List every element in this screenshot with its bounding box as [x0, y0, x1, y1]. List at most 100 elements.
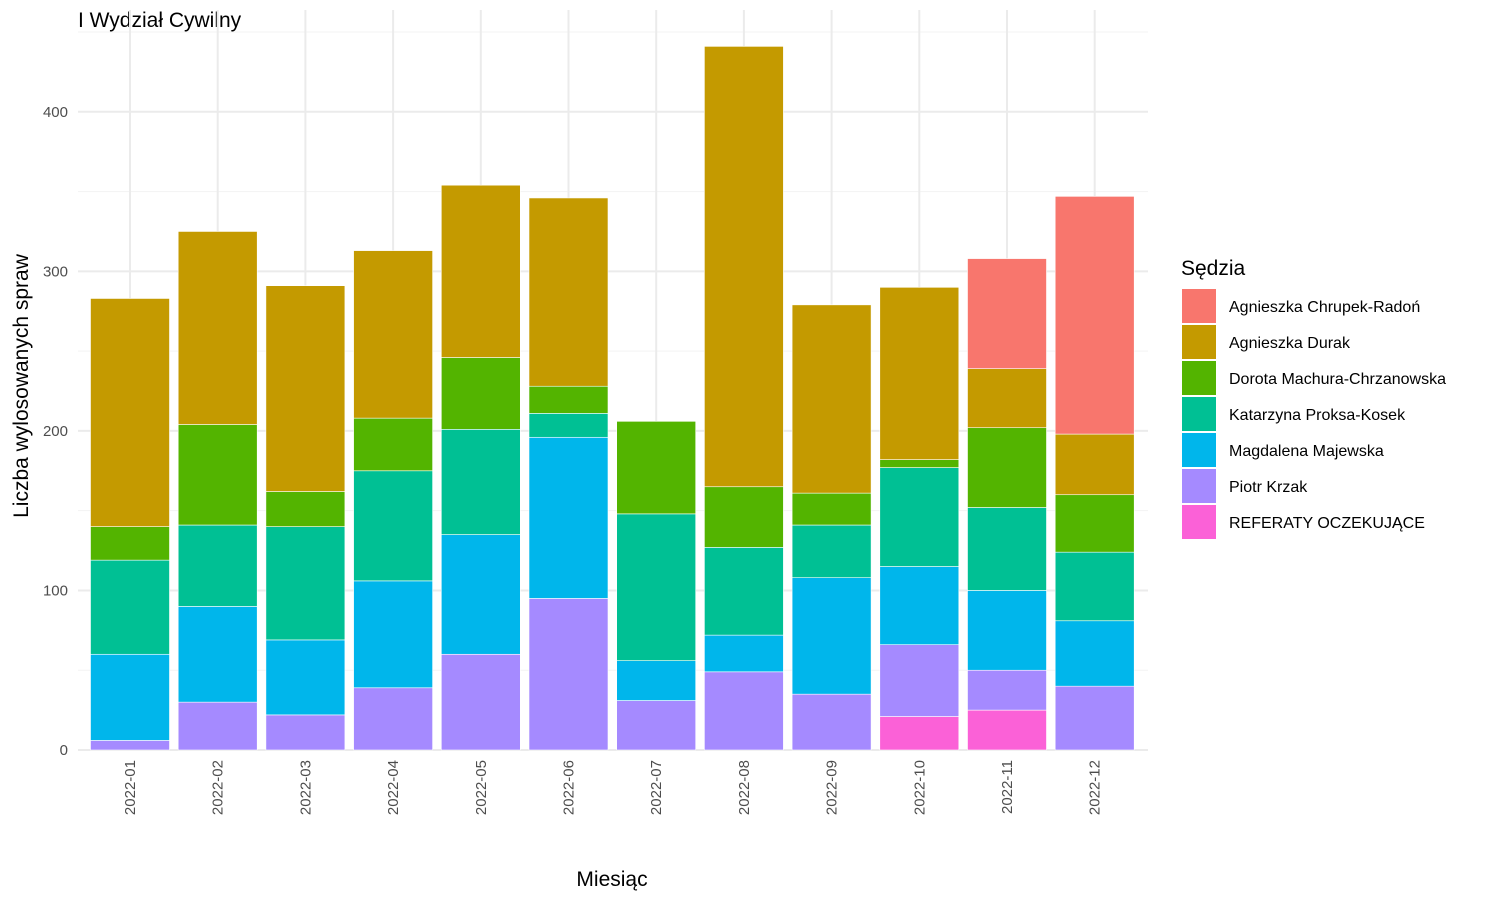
legend-label: Agnieszka Durak: [1229, 335, 1351, 352]
bar-segment: [528, 197, 609, 387]
bar-segment: [90, 740, 170, 751]
bar-segment: [967, 507, 1047, 591]
legend-title: Sędzia: [1181, 257, 1246, 280]
x-axis-label: Miesiąc: [576, 868, 647, 891]
bar-segment: [791, 524, 872, 578]
x-tick-label: 2022-12: [1087, 760, 1104, 815]
bar-segment: [440, 653, 521, 751]
bar-segment: [265, 491, 346, 527]
bar-segment: [353, 580, 433, 689]
x-tick-label: 2022-03: [297, 760, 314, 815]
x-tick-label: 2022-02: [210, 760, 227, 815]
bar-segment: [791, 304, 872, 494]
x-axis-ticks: 2022-01 2022-02 2022-03 2022-04 2022-05 2022-…: [122, 760, 1104, 815]
bar-segment: [704, 671, 784, 751]
bars: [90, 46, 1135, 751]
y-tick-label: 0: [60, 742, 68, 759]
x-tick-label: 2022-08: [736, 760, 753, 815]
legend: Sędzia Agnieszka Chrupek-Radoń Agnieszka …: [1181, 257, 1446, 539]
bar-segment: [528, 436, 609, 599]
bar-segment: [1054, 551, 1135, 622]
bar-segment: [177, 606, 258, 703]
bar-segment: [879, 716, 960, 751]
y-tick-label: 300: [43, 263, 68, 280]
bar-segment: [1054, 494, 1135, 553]
bar-segment: [879, 467, 960, 567]
bar-segment: [879, 287, 960, 460]
x-tick-label: 2022-07: [648, 760, 665, 815]
bar-segment: [879, 459, 960, 468]
legend-key: [1182, 289, 1216, 323]
bar-segment: [1054, 433, 1135, 496]
bar-segment: [528, 385, 609, 414]
bar-segment: [265, 639, 346, 716]
bar-segment: [90, 298, 170, 527]
legend-key: [1182, 469, 1216, 503]
bar-segment: [967, 427, 1047, 508]
x-tick-label: 2022-04: [385, 760, 402, 815]
bar-segment: [791, 577, 872, 695]
y-tick-label: 200: [43, 423, 68, 440]
legend-label: Magdalena Majewska: [1229, 443, 1384, 460]
bar-segment: [177, 701, 258, 751]
x-tick-label: 2022-10: [911, 760, 928, 815]
bar-segment: [704, 547, 784, 636]
bar-segment: [791, 693, 872, 751]
legend-label: Katarzyna Proksa-Kosek: [1229, 407, 1406, 424]
bar-segment: [353, 250, 433, 419]
bar-segment: [353, 417, 433, 472]
x-tick-label: 2022-11: [999, 760, 1016, 814]
bar-segment: [1054, 620, 1135, 687]
legend-label: Piotr Krzak: [1229, 479, 1308, 496]
bar-segment: [440, 534, 521, 655]
legend-key: [1182, 397, 1216, 431]
bar-segment: [353, 470, 433, 582]
bar-segment: [90, 559, 170, 655]
y-axis-label: Liczba wylosowanych spraw: [10, 253, 33, 518]
bar-segment: [704, 634, 784, 673]
x-tick-label: 2022-05: [473, 760, 490, 815]
y-axis-ticks: 0 100 200 300 400: [43, 104, 68, 759]
bar-segment: [879, 566, 960, 645]
bar-segment: [90, 653, 170, 741]
legend-key: [1182, 325, 1216, 359]
legend-label: Agnieszka Chrupek-Radoń: [1229, 299, 1420, 316]
bar-segment: [265, 526, 346, 641]
bar-segment: [967, 258, 1047, 369]
bar-segment: [967, 590, 1047, 671]
bar-segment: [616, 660, 697, 701]
bar-segment: [1054, 196, 1135, 435]
y-tick-label: 400: [43, 104, 68, 121]
bar-segment: [791, 492, 872, 526]
bar-segment: [440, 357, 521, 430]
bar-segment: [177, 524, 258, 607]
bar-segment: [353, 687, 433, 751]
x-tick-label: 2022-01: [122, 760, 139, 815]
bar-segment: [528, 413, 609, 438]
x-tick-label: 2022-09: [824, 760, 841, 815]
bar-segment: [440, 429, 521, 535]
bar-segment: [616, 700, 697, 751]
bar-segment: [704, 46, 784, 488]
bar-segment: [1054, 685, 1135, 751]
legend-label: REFERATY OCZEKUJĄCE: [1229, 515, 1425, 532]
legend-key: [1182, 433, 1216, 467]
legend-key: [1182, 505, 1216, 539]
x-tick-label: 2022-06: [561, 760, 578, 815]
bar-segment: [967, 368, 1047, 429]
bar-segment: [440, 184, 521, 358]
bar-segment: [177, 424, 258, 526]
chart-title: I Wydział Cywilny: [78, 9, 242, 32]
bar-segment: [879, 644, 960, 717]
bar-segment: [528, 598, 609, 751]
bar-segment: [177, 231, 258, 425]
bar-segment: [616, 421, 697, 515]
y-tick-label: 100: [43, 582, 68, 599]
bar-segment: [265, 714, 346, 751]
bar-segment: [616, 513, 697, 661]
bar-segment: [967, 669, 1047, 711]
bar-segment: [90, 526, 170, 561]
bar-segment: [967, 709, 1047, 751]
legend-key: [1182, 361, 1216, 395]
